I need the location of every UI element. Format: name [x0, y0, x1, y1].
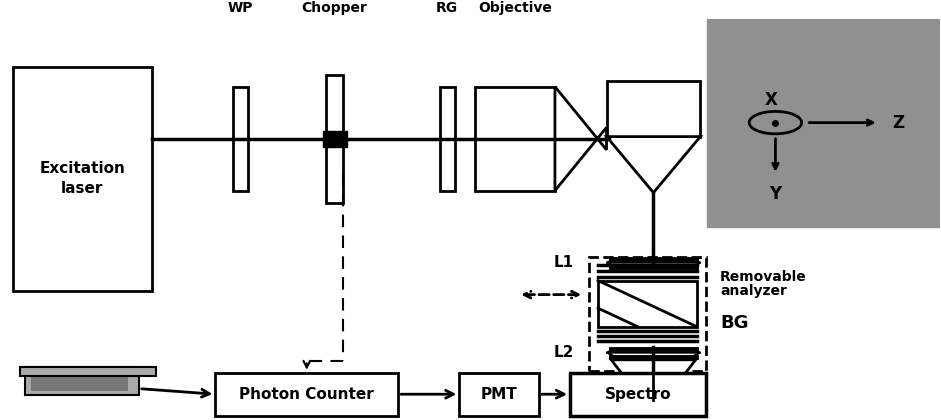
Text: BG: BG — [720, 314, 749, 332]
Bar — [607, 81, 700, 136]
Polygon shape — [612, 360, 695, 400]
Text: X: X — [764, 91, 777, 109]
Text: L1: L1 — [553, 255, 574, 270]
Bar — [598, 281, 696, 327]
Bar — [475, 87, 555, 191]
Text: Y: Y — [770, 185, 781, 202]
Polygon shape — [555, 87, 607, 191]
Bar — [323, 131, 346, 147]
Bar — [459, 373, 539, 416]
Bar — [707, 18, 940, 227]
Text: analyzer: analyzer — [720, 284, 787, 298]
Text: Objective: Objective — [478, 0, 552, 15]
Bar — [589, 257, 706, 370]
Text: Removable: Removable — [720, 270, 806, 284]
Text: Photon Counter: Photon Counter — [239, 387, 375, 402]
Text: RG: RG — [436, 0, 458, 15]
Text: Spectro: Spectro — [605, 387, 671, 402]
Text: Chopper: Chopper — [301, 0, 367, 15]
Bar — [24, 367, 139, 395]
Bar — [570, 373, 706, 416]
Text: L2: L2 — [553, 345, 574, 360]
Polygon shape — [607, 136, 700, 193]
Bar — [326, 75, 343, 202]
Text: Z: Z — [893, 114, 905, 131]
Text: Excitation
laser: Excitation laser — [40, 161, 125, 196]
Bar — [12, 67, 152, 291]
Text: PMT: PMT — [481, 387, 518, 402]
Text: WP: WP — [228, 0, 253, 15]
Bar — [31, 369, 128, 391]
Bar — [439, 87, 455, 191]
Bar — [215, 373, 398, 416]
Bar — [233, 87, 248, 191]
Bar — [20, 367, 156, 376]
